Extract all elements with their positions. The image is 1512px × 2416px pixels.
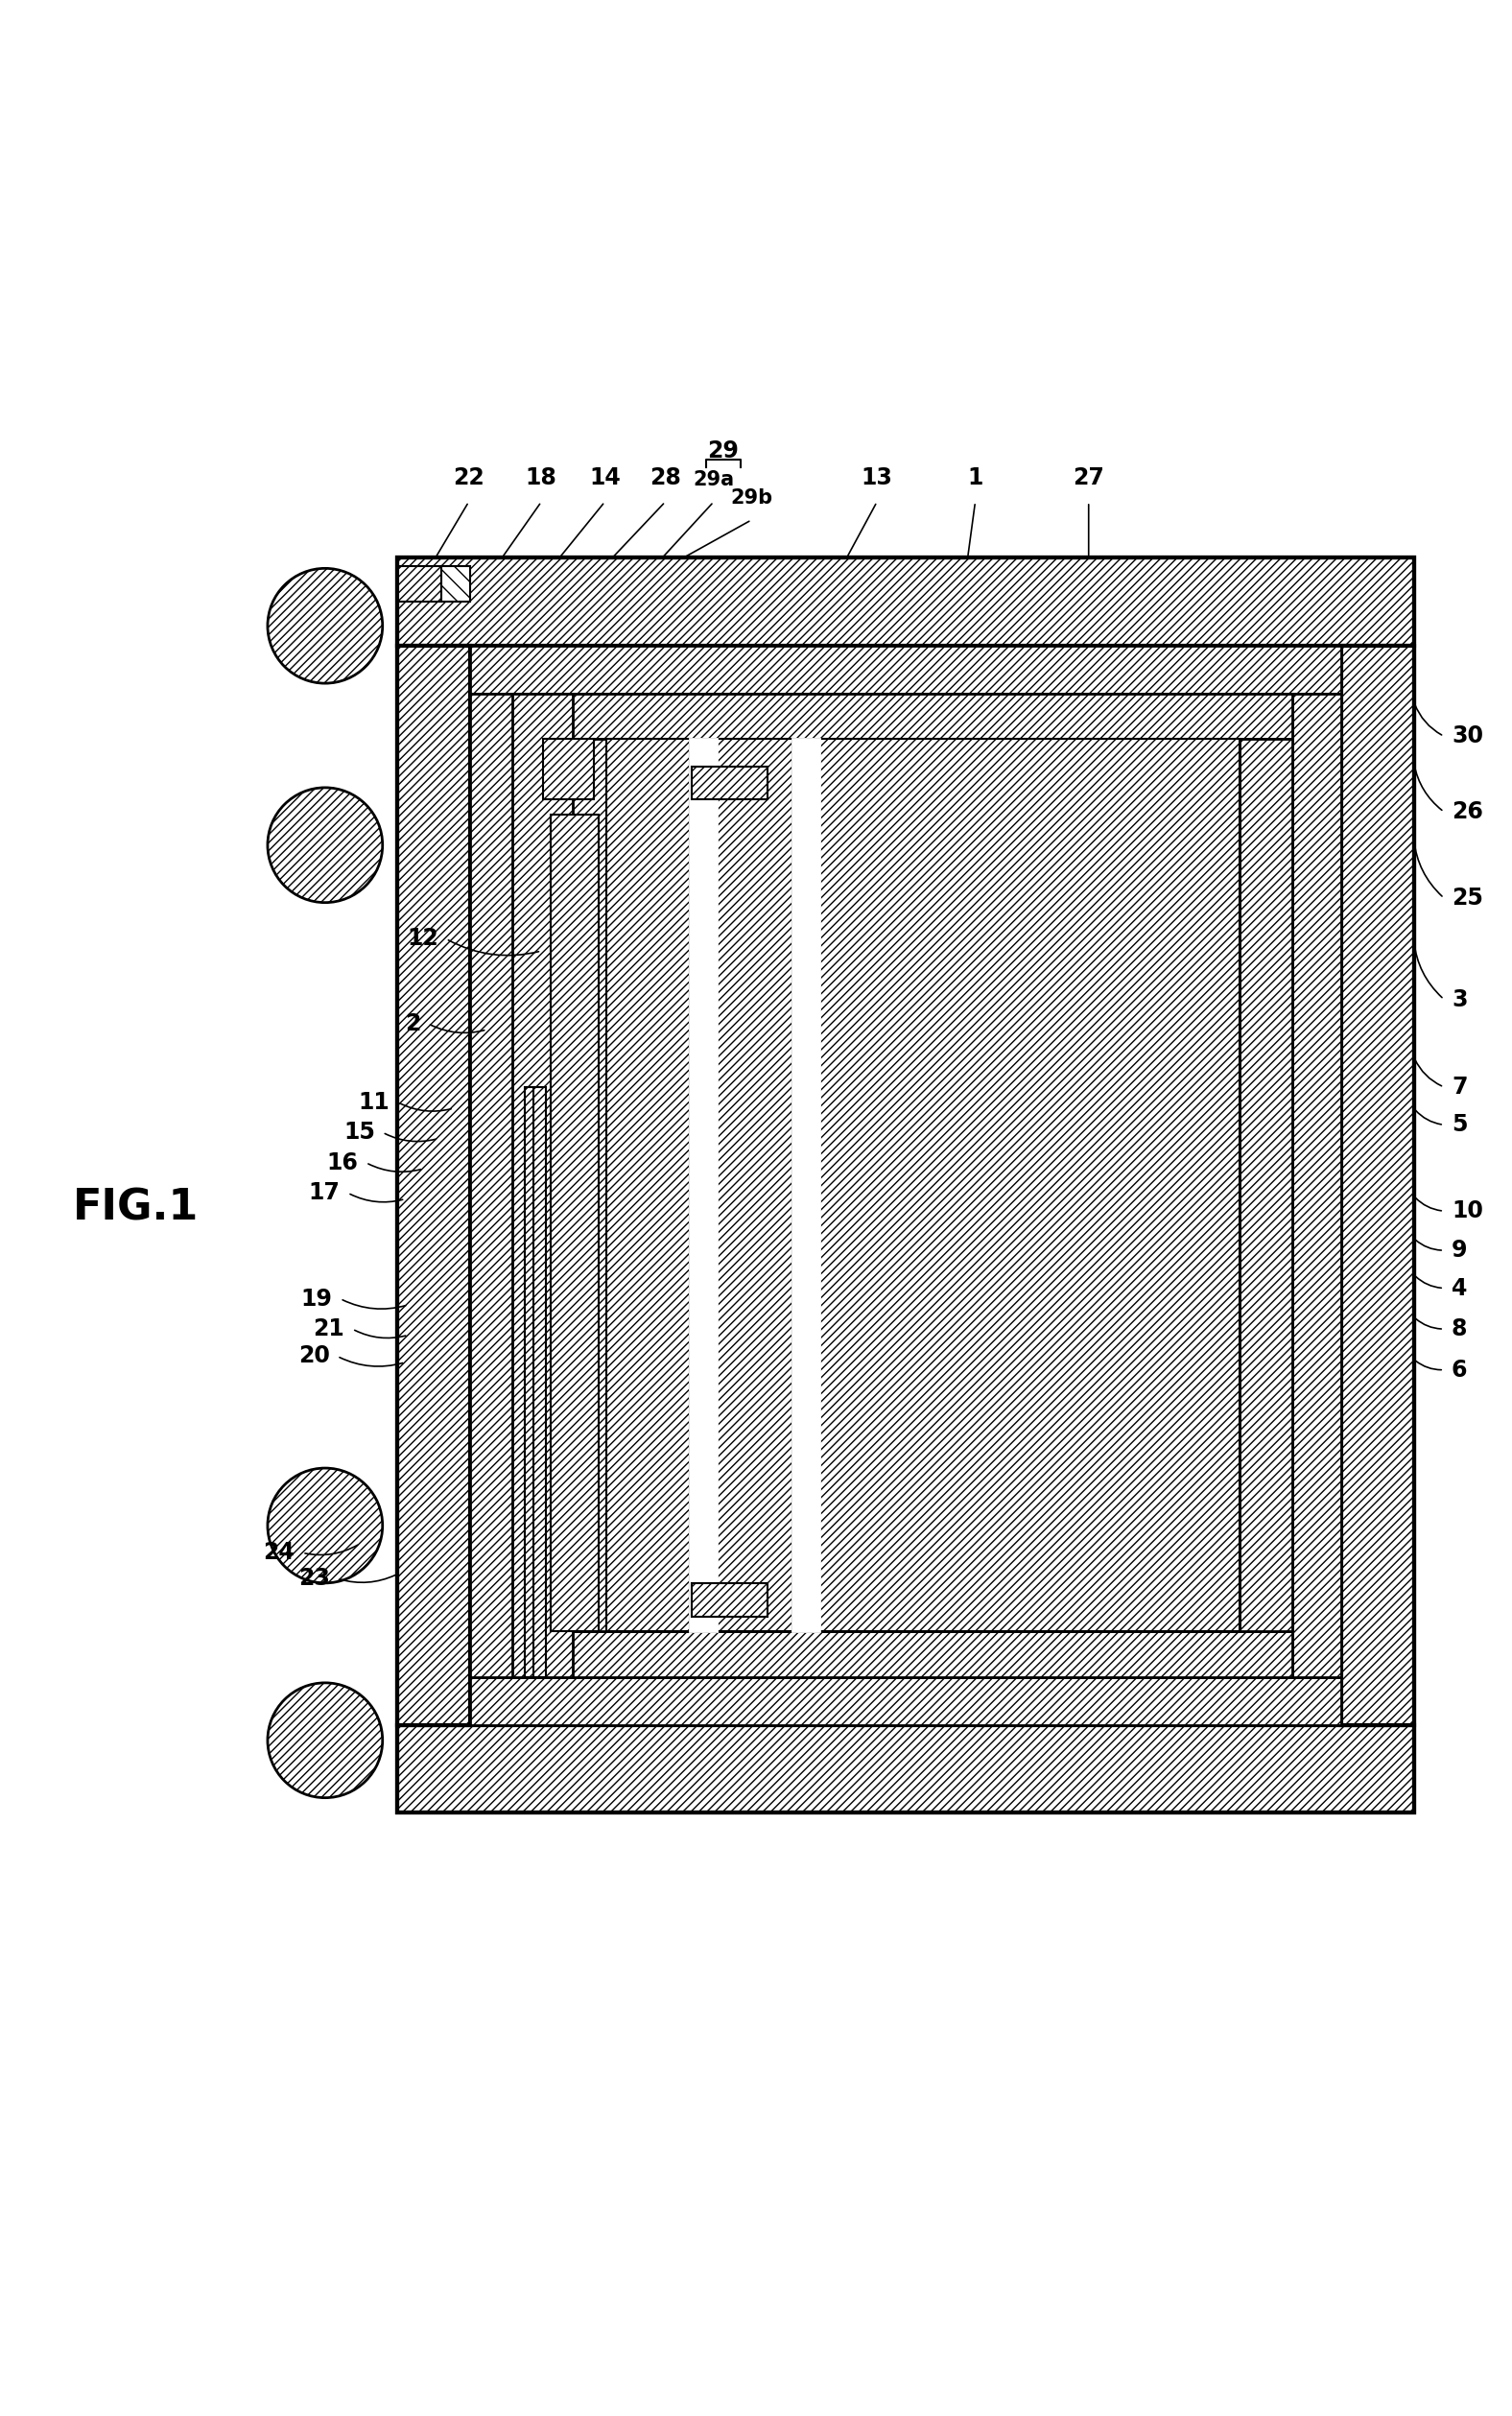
Bar: [820, 739, 1240, 1631]
Text: 6: 6: [1452, 1358, 1467, 1382]
Bar: [664, 778, 1191, 1595]
Bar: [606, 739, 1240, 1631]
Text: FIG.1: FIG.1: [73, 1186, 200, 1230]
Text: 9: 9: [1452, 1239, 1467, 1261]
Bar: [398, 558, 1414, 1812]
Circle shape: [268, 568, 383, 684]
Bar: [606, 739, 689, 1631]
Bar: [398, 565, 442, 602]
Text: 12: 12: [407, 928, 438, 949]
Text: 24: 24: [263, 1541, 295, 1563]
Text: 13: 13: [862, 466, 892, 490]
Text: 10: 10: [1452, 1198, 1483, 1222]
Text: 7: 7: [1452, 1075, 1467, 1099]
Text: 21: 21: [313, 1317, 345, 1341]
Bar: [398, 558, 1414, 645]
Text: 27: 27: [1074, 466, 1104, 490]
Bar: [606, 739, 1240, 778]
Text: 16: 16: [327, 1150, 358, 1174]
Circle shape: [268, 1469, 383, 1582]
Bar: [543, 693, 1293, 739]
Bar: [543, 739, 594, 800]
Text: 5: 5: [1452, 1114, 1467, 1136]
Bar: [606, 778, 664, 1595]
Text: 20: 20: [298, 1346, 330, 1367]
Bar: [543, 693, 1293, 1677]
Bar: [692, 766, 768, 800]
Bar: [1191, 778, 1240, 1595]
Text: 29b: 29b: [730, 488, 773, 507]
Text: 1: 1: [968, 466, 983, 490]
Bar: [525, 1087, 537, 1677]
Text: 2: 2: [405, 1012, 420, 1034]
Text: 17: 17: [308, 1181, 340, 1206]
Bar: [398, 645, 470, 1725]
Bar: [689, 739, 717, 1631]
Bar: [717, 739, 792, 1631]
Bar: [606, 1595, 1240, 1631]
Text: 4: 4: [1452, 1276, 1467, 1300]
Bar: [513, 693, 573, 1677]
Bar: [543, 1631, 1293, 1677]
Text: 26: 26: [1452, 800, 1483, 824]
Text: 8: 8: [1452, 1317, 1467, 1341]
Bar: [1341, 645, 1414, 1725]
Bar: [534, 1087, 546, 1677]
Text: 29: 29: [708, 440, 738, 461]
Text: 14: 14: [590, 466, 620, 490]
Bar: [470, 1677, 1341, 1725]
Text: 11: 11: [358, 1090, 390, 1114]
Bar: [470, 693, 543, 1677]
Text: 15: 15: [343, 1121, 375, 1143]
Bar: [1240, 739, 1293, 1631]
Bar: [442, 565, 470, 602]
Bar: [1293, 693, 1341, 1677]
Bar: [692, 1582, 768, 1616]
Bar: [550, 814, 599, 1631]
Bar: [792, 739, 820, 1631]
Text: 3: 3: [1452, 988, 1467, 1010]
Text: 29a: 29a: [692, 471, 735, 490]
Text: 28: 28: [650, 466, 680, 490]
Text: 30: 30: [1452, 725, 1483, 747]
Text: 18: 18: [526, 466, 556, 490]
Bar: [398, 1725, 1414, 1812]
Text: 25: 25: [1452, 887, 1483, 908]
Text: 23: 23: [298, 1568, 330, 1590]
Bar: [543, 739, 606, 1631]
Bar: [470, 645, 1341, 693]
Text: 22: 22: [454, 466, 484, 490]
Circle shape: [268, 788, 383, 904]
Circle shape: [268, 1684, 383, 1798]
Text: 19: 19: [301, 1288, 333, 1309]
